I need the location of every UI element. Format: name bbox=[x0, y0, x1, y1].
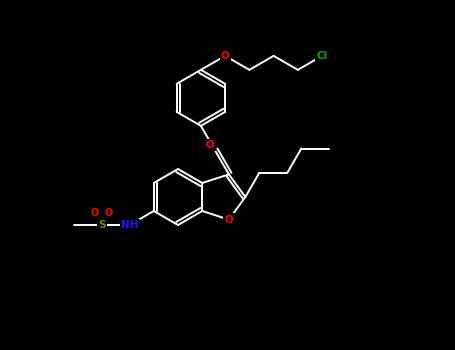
Text: O: O bbox=[104, 208, 113, 218]
Text: Cl: Cl bbox=[317, 51, 328, 61]
Text: S: S bbox=[98, 220, 105, 230]
Text: NH: NH bbox=[121, 220, 138, 230]
Text: O: O bbox=[91, 208, 99, 218]
Text: O: O bbox=[206, 140, 214, 150]
Text: O: O bbox=[221, 51, 229, 61]
Text: O: O bbox=[224, 215, 233, 225]
